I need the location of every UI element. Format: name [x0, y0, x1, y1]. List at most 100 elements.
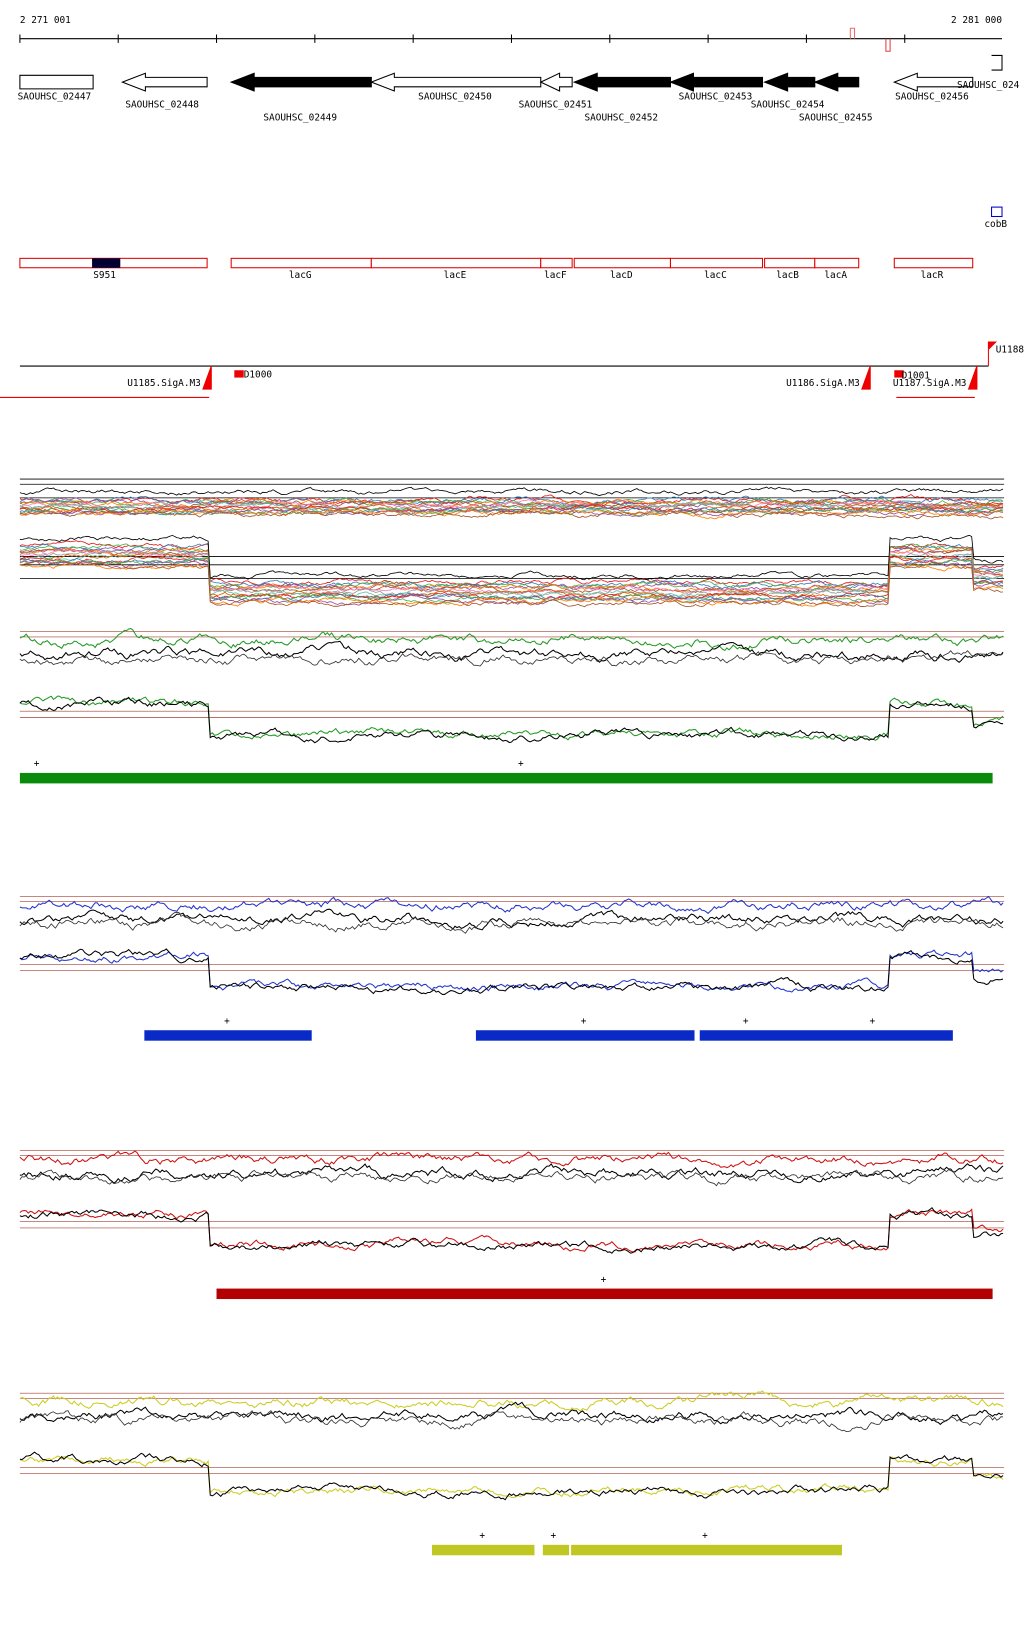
strand-mark: + [581, 1016, 587, 1027]
signal-trace [19, 508, 1004, 520]
feature-label: lacD [610, 270, 633, 281]
segment-bar [571, 1544, 842, 1556]
gene [19, 74, 94, 90]
feature-box [573, 257, 671, 269]
feature-box [669, 257, 764, 269]
promoter-label: D1001 [902, 371, 931, 382]
feature-label: lacF [544, 270, 567, 281]
gene-label: SAOUHSC_02456 [895, 91, 969, 102]
axis-start: 2 271 001 [20, 15, 71, 26]
signal-trace [19, 695, 1004, 741]
signal-trace [19, 1401, 1004, 1426]
feature-label: lacR [921, 270, 944, 281]
segment-bar [542, 1544, 570, 1556]
feature-box [991, 206, 1003, 218]
feature-label: lacG [289, 270, 312, 281]
gene-label: SAOUHSC_02451 [519, 100, 593, 111]
signal-trace [19, 1208, 1004, 1253]
gene-label: SAOUHSC_024 [957, 80, 1020, 91]
promoter-label: D1000 [244, 370, 273, 381]
strand-mark: + [601, 1274, 607, 1285]
signal-trace [19, 534, 1004, 581]
promoter-label: U1186.SigA.M3 [786, 378, 860, 389]
feature-label: lacC [704, 270, 727, 281]
signal-trace [19, 911, 1004, 934]
promoter-label: U1188 [996, 344, 1024, 355]
gene-label: SAOUHSC_02454 [751, 100, 825, 111]
gene [120, 72, 208, 92]
gene [763, 72, 816, 92]
strand-mark: + [702, 1531, 708, 1542]
feature-label: lacE [444, 270, 467, 281]
gene-label: SAOUHSC_02448 [125, 100, 199, 111]
gene-label: SAOUHSC_02452 [584, 112, 658, 123]
segment-bar [216, 1288, 993, 1300]
signal-trace [19, 560, 1004, 608]
promoter-mark [987, 341, 997, 367]
marker [849, 27, 856, 39]
signal-trace [19, 1390, 1004, 1412]
gene [991, 54, 1003, 71]
gene [369, 72, 542, 92]
signal-trace [19, 543, 1004, 591]
signal-trace [19, 1169, 1004, 1187]
signal-trace [19, 540, 1004, 588]
signal-trace [19, 553, 1004, 598]
signal-trace [19, 555, 1004, 601]
feature-box [814, 257, 860, 269]
signal-trace [19, 948, 1004, 995]
signal-trace [19, 497, 1004, 508]
signal-trace [19, 486, 1004, 496]
signal-trace [19, 696, 1004, 744]
promoter-label: U1187.SigA.M3 [893, 378, 967, 389]
segment-bar [699, 1030, 953, 1041]
signal-trace [19, 499, 1004, 511]
feature-box [893, 257, 974, 269]
strand-mark: + [550, 1531, 556, 1542]
feature-label: lacA [824, 270, 847, 281]
promoter-mark [861, 365, 871, 390]
axis-end: 2 281 000 [951, 15, 1002, 26]
gene-label: SAOUHSC_02453 [679, 91, 753, 102]
segment-bar [19, 772, 993, 784]
segment-bar [475, 1030, 695, 1041]
gene [892, 72, 974, 92]
gene [669, 72, 764, 92]
signal-trace [19, 1410, 1004, 1432]
feature-box [540, 257, 573, 269]
signal-trace [19, 1150, 1004, 1169]
strand-mark: + [34, 759, 40, 770]
signal-trace [19, 1163, 1004, 1184]
strand-mark: + [869, 1016, 875, 1027]
signal-trace [19, 542, 1004, 591]
feature-box [370, 257, 542, 269]
signal-trace [19, 1455, 1004, 1499]
feature-core [92, 258, 121, 268]
signal-trace [19, 627, 1004, 651]
gene-label: SAOUHSC_02455 [799, 112, 873, 123]
promoter-label: U1185.SigA.M3 [127, 378, 201, 389]
gene-label: SAOUHSC_02450 [418, 91, 492, 102]
strand-mark: + [743, 1016, 749, 1027]
promoter-mark [202, 365, 212, 390]
gene-label: SAOUHSC_02447 [18, 91, 92, 102]
feature-label: S951 [93, 270, 116, 281]
promoter-box [894, 370, 904, 378]
signal-trace [19, 650, 1004, 667]
gene [229, 72, 372, 92]
signal-trace [19, 640, 1004, 663]
feature-box [230, 257, 372, 269]
signal-trace [19, 546, 1004, 593]
signal-trace [19, 1451, 1004, 1501]
signal-trace [19, 908, 1004, 931]
gene [572, 72, 671, 92]
feature-box [764, 257, 816, 269]
signal-trace [19, 509, 1004, 520]
feature-label: cobB [984, 219, 1007, 230]
signal-trace [19, 560, 1004, 606]
strand-mark: + [224, 1016, 230, 1027]
signal-trace [19, 550, 1004, 598]
gene [813, 72, 860, 92]
feature-label: lacB [776, 270, 799, 281]
